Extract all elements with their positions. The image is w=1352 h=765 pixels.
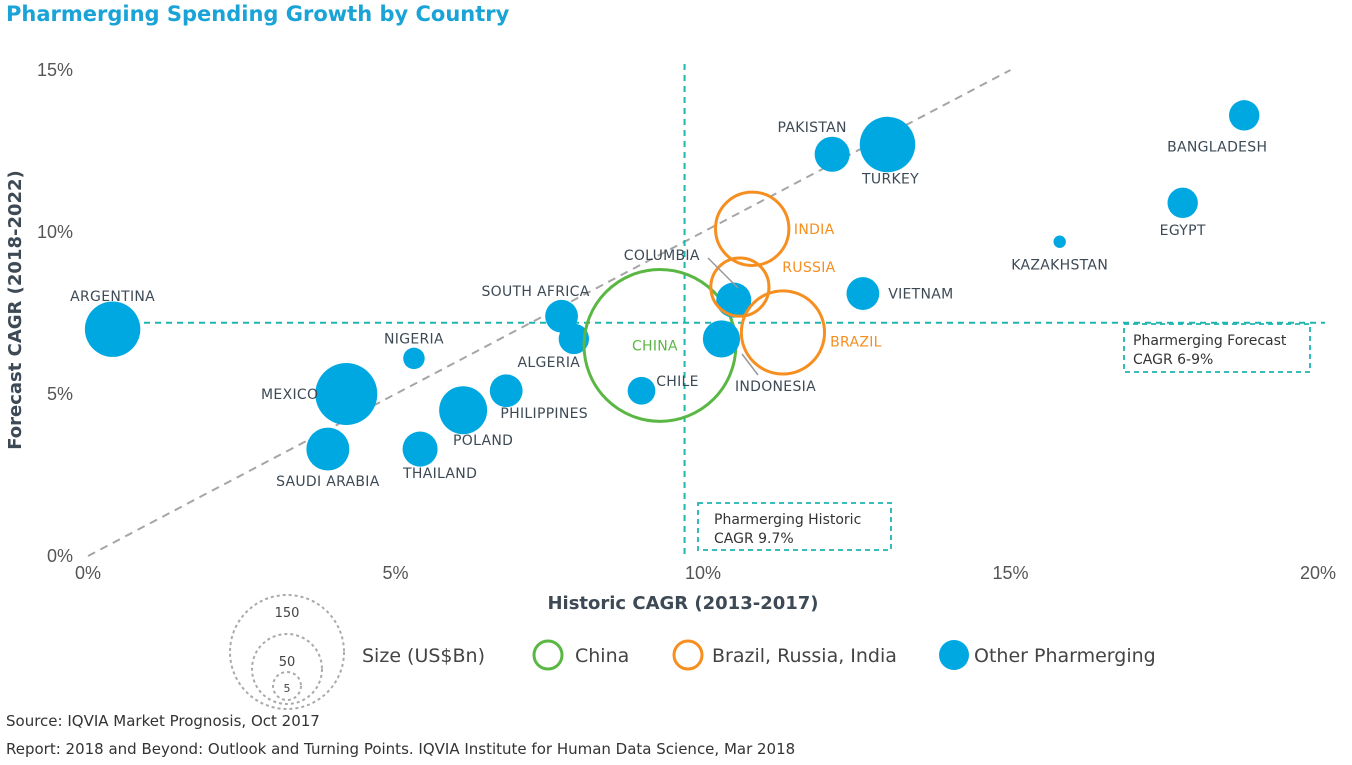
point-poland: [439, 386, 488, 435]
point-mexico: [315, 363, 378, 425]
data-label-turkey: TURKEY: [861, 172, 919, 188]
data-label-bangladesh: BANGLADESH: [1167, 139, 1267, 155]
legend-other-label: Other Pharmerging: [974, 645, 1156, 667]
forecast-cagr-box: [1123, 323, 1311, 373]
size-legend-value: 50: [279, 655, 296, 670]
data-label-chile: CHILE: [656, 374, 699, 390]
data-label-argentina: ARGENTINA: [70, 289, 155, 305]
y-tick-label: 10%: [37, 222, 73, 242]
data-label-south-africa: SOUTH AFRICA: [481, 284, 589, 300]
indonesia-leader-line: [741, 353, 759, 376]
data-label-philippines: PHILIPPINES: [500, 406, 588, 422]
x-tick-label: 20%: [1300, 563, 1336, 583]
y-tick-label: 15%: [37, 60, 73, 80]
forecast-cagr-value: CAGR 6-9%: [1133, 352, 1213, 368]
historic-cagr-label: Pharmerging Historic: [714, 512, 861, 528]
size-legend-value: 150: [275, 606, 300, 621]
data-label-nigeria: NIGERIA: [384, 331, 444, 347]
data-label-saudi-arabia: SAUDI ARABIA: [276, 474, 380, 490]
size-legend-circle: [229, 594, 345, 710]
data-label-kazakhstan: KAZAKHSTAN: [1011, 258, 1108, 274]
size-legend-circle: [251, 633, 323, 705]
point-kazakhstan: [1053, 235, 1066, 248]
point-nigeria: [403, 347, 425, 370]
data-label-vietnam: VIETNAM: [888, 287, 953, 303]
y-tick-label: 0%: [47, 546, 73, 566]
size-legend-label: Size (US$Bn): [362, 645, 485, 667]
point-algeria: [558, 323, 590, 355]
point-thailand: [402, 431, 438, 467]
y-axis-label: Forecast CAGR (2018-2022): [5, 170, 26, 450]
data-label-indonesia: INDONESIA: [735, 379, 816, 395]
y-tick-label: 5%: [47, 384, 73, 404]
point-saudi-arabia: [306, 427, 350, 471]
data-label-brazil: BRAZIL: [830, 334, 882, 350]
point-egypt: [1167, 187, 1198, 219]
point-india: [714, 190, 791, 267]
data-label-mexico: MEXICO: [261, 387, 318, 403]
point-columbia: [716, 282, 752, 318]
point-philippines: [489, 374, 523, 408]
legend-other-marker: [939, 640, 969, 670]
point-turkey: [859, 116, 916, 173]
chart-title: Pharmerging Spending Growth by Country: [6, 2, 510, 26]
legend-bri-label: Brazil, Russia, India: [712, 645, 897, 667]
historic-cagr-box: [697, 502, 892, 551]
data-label-russia: RUSSIA: [782, 260, 835, 276]
point-argentina: [84, 301, 141, 357]
data-label-pakistan: PAKISTAN: [778, 120, 847, 136]
legend-bri-marker: [672, 639, 704, 671]
data-label-algeria: ALGERIA: [518, 355, 581, 371]
x-tick-label: 15%: [992, 563, 1028, 583]
size-legend-circle: [272, 671, 302, 701]
legend-china-label: China: [575, 645, 629, 667]
x-axis-label: Historic CAGR (2013-2017): [547, 593, 818, 614]
point-vietnam: [846, 277, 880, 310]
data-label-china: CHINA: [632, 338, 678, 354]
historic-cagr-value: CAGR 9.7%: [714, 531, 794, 547]
columbia-leader-line: [707, 257, 739, 289]
data-label-columbia: COLUMBIA: [624, 248, 700, 264]
size-legend-value: 5: [284, 682, 291, 695]
x-tick-label: 5%: [382, 563, 408, 583]
report-note: Report: 2018 and Beyond: Outlook and Tur…: [6, 740, 796, 758]
point-chile: [627, 376, 656, 405]
point-brazil: [739, 289, 827, 376]
data-label-egypt: EGYPT: [1160, 223, 1206, 239]
legend-china-marker: [532, 639, 564, 671]
x-tick-label: 0%: [75, 563, 101, 583]
source-note: Source: IQVIA Market Prognosis, Oct 2017: [6, 712, 320, 730]
data-label-thailand: THAILAND: [402, 466, 477, 482]
point-pakistan: [814, 136, 850, 172]
x-tick-label: 10%: [685, 563, 721, 583]
point-russia: [709, 256, 771, 318]
data-label-india: INDIA: [794, 222, 835, 238]
forecast-cagr-label: Pharmerging Forecast: [1133, 333, 1287, 349]
point-bangladesh: [1229, 100, 1260, 131]
point-indonesia: [702, 320, 741, 358]
data-label-poland: POLAND: [453, 433, 513, 449]
